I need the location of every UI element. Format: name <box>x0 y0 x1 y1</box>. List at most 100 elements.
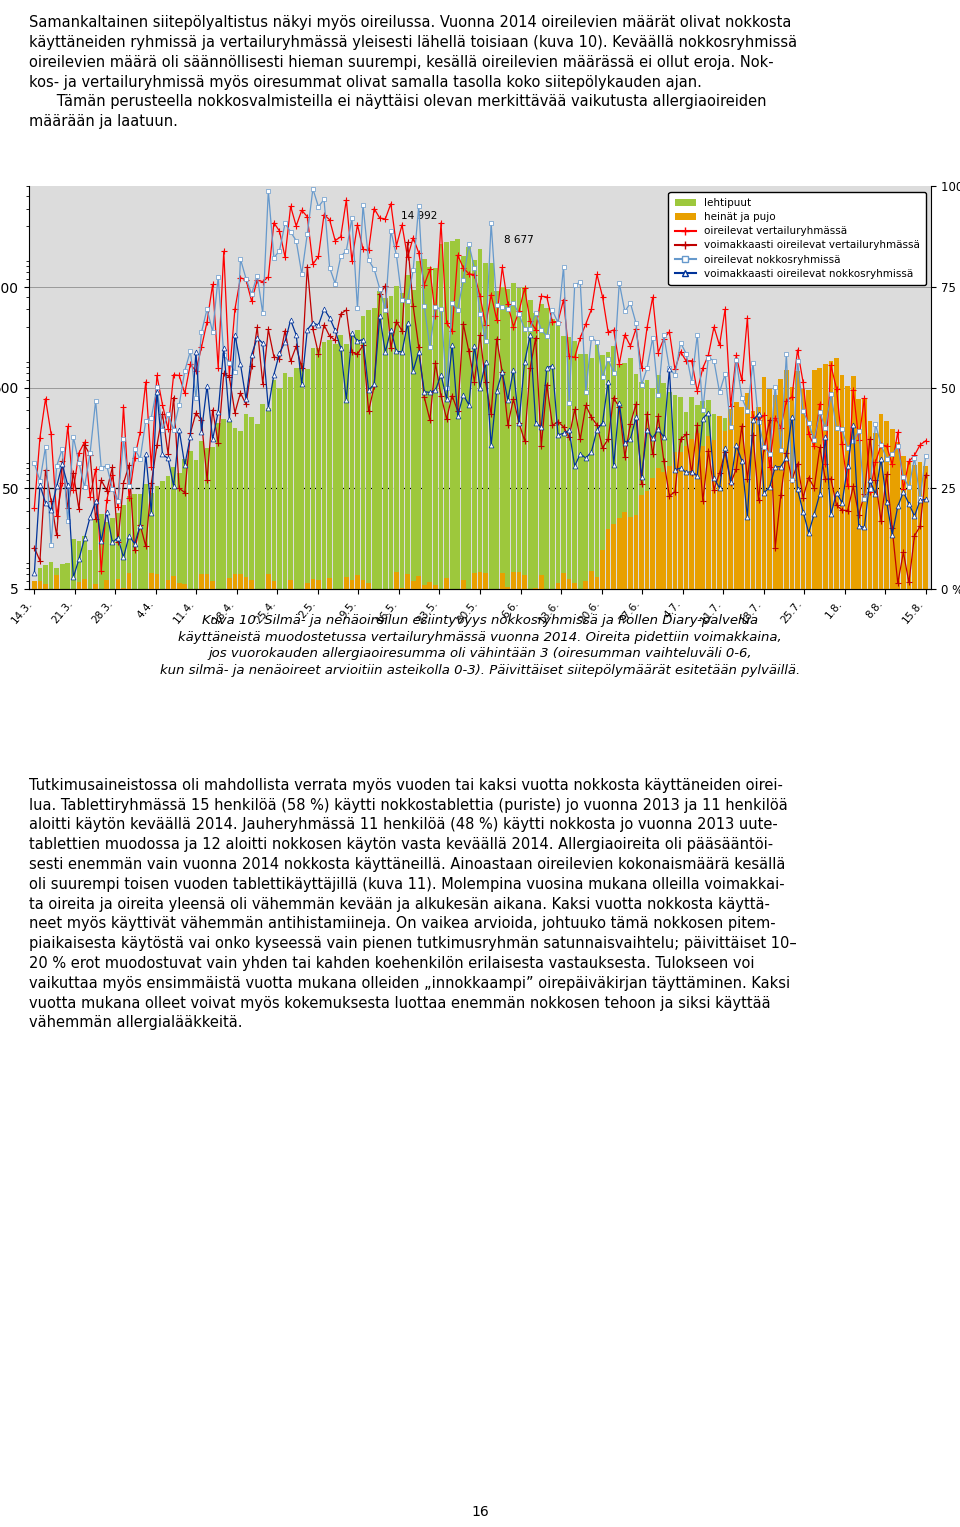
Bar <box>528 299 533 1527</box>
Bar <box>711 440 716 1527</box>
Bar <box>695 434 700 1527</box>
Bar <box>389 589 394 1527</box>
Bar <box>121 588 126 1527</box>
Bar <box>461 580 466 1527</box>
Bar <box>455 589 460 1527</box>
Bar <box>266 574 271 1527</box>
Bar <box>684 446 688 1527</box>
Bar <box>250 580 254 1527</box>
Bar <box>572 342 577 1527</box>
Bar <box>383 298 388 1527</box>
Bar <box>896 483 900 1527</box>
Bar <box>327 579 332 1527</box>
Bar <box>729 409 733 1527</box>
Bar <box>795 425 800 1527</box>
Bar <box>701 446 706 1527</box>
Bar <box>411 580 416 1527</box>
Bar <box>706 400 710 1527</box>
Bar <box>689 397 694 1527</box>
Bar <box>500 287 505 1527</box>
Bar <box>467 247 471 1527</box>
Bar <box>222 589 227 1527</box>
Bar <box>188 450 193 1527</box>
Bar <box>372 589 376 1527</box>
Bar <box>823 365 828 1527</box>
Bar <box>399 588 404 1527</box>
Bar <box>333 589 338 1527</box>
Bar <box>584 354 588 1527</box>
Bar <box>878 414 883 1527</box>
Bar <box>845 386 850 1527</box>
Bar <box>612 524 616 1527</box>
Bar <box>711 414 716 1527</box>
Bar <box>204 447 209 1527</box>
Bar <box>617 518 622 1527</box>
Bar <box>801 389 805 1527</box>
Bar <box>761 377 766 1527</box>
Bar <box>93 585 98 1527</box>
Bar <box>110 518 115 1527</box>
Bar <box>366 310 371 1527</box>
Bar <box>417 261 421 1527</box>
Bar <box>65 589 70 1527</box>
Bar <box>105 580 109 1527</box>
Bar <box>478 249 482 1527</box>
Bar <box>594 345 599 1527</box>
Bar <box>427 582 432 1527</box>
Legend: lehtipuut, heinät ja pujo, oireilevat vertailuryhmässä, voimakkaasti oireilevat : lehtipuut, heinät ja pujo, oireilevat ve… <box>668 191 926 286</box>
Bar <box>756 408 761 1527</box>
Bar <box>745 429 750 1527</box>
Bar <box>132 495 137 1527</box>
Bar <box>49 589 54 1527</box>
Bar <box>277 589 282 1527</box>
Bar <box>840 374 845 1527</box>
Bar <box>562 573 566 1527</box>
Bar <box>906 483 911 1527</box>
Bar <box>71 539 76 1527</box>
Bar <box>377 290 382 1527</box>
Bar <box>650 388 655 1527</box>
Bar <box>806 421 811 1527</box>
Bar <box>834 447 839 1527</box>
Bar <box>639 382 644 1527</box>
Bar <box>566 337 571 1527</box>
Bar <box>723 431 728 1527</box>
Bar <box>327 341 332 1527</box>
Bar <box>194 460 199 1527</box>
Bar <box>639 495 644 1527</box>
Bar <box>684 412 688 1527</box>
Bar <box>812 370 817 1527</box>
Bar <box>272 380 276 1527</box>
Bar <box>138 495 143 1527</box>
Bar <box>254 423 259 1527</box>
Bar <box>511 282 516 1527</box>
Bar <box>121 505 126 1527</box>
Bar <box>823 438 828 1527</box>
Bar <box>801 434 805 1527</box>
Bar <box>149 573 154 1527</box>
Bar <box>177 583 181 1527</box>
Bar <box>210 580 215 1527</box>
Bar <box>528 589 533 1527</box>
Bar <box>534 313 538 1527</box>
Bar <box>901 457 905 1527</box>
Bar <box>622 512 627 1527</box>
Bar <box>862 460 867 1527</box>
Bar <box>483 573 488 1527</box>
Bar <box>600 550 605 1527</box>
Bar <box>143 484 148 1527</box>
Bar <box>155 574 159 1527</box>
Bar <box>232 428 237 1527</box>
Bar <box>149 493 154 1527</box>
Bar <box>924 466 928 1527</box>
Bar <box>37 568 42 1527</box>
Bar <box>650 478 655 1527</box>
Bar <box>83 536 86 1527</box>
Bar <box>182 583 187 1527</box>
Bar <box>874 467 877 1527</box>
Bar <box>216 589 221 1527</box>
Bar <box>878 473 883 1527</box>
Bar <box>739 408 744 1527</box>
Bar <box>634 515 638 1527</box>
Bar <box>199 441 204 1527</box>
